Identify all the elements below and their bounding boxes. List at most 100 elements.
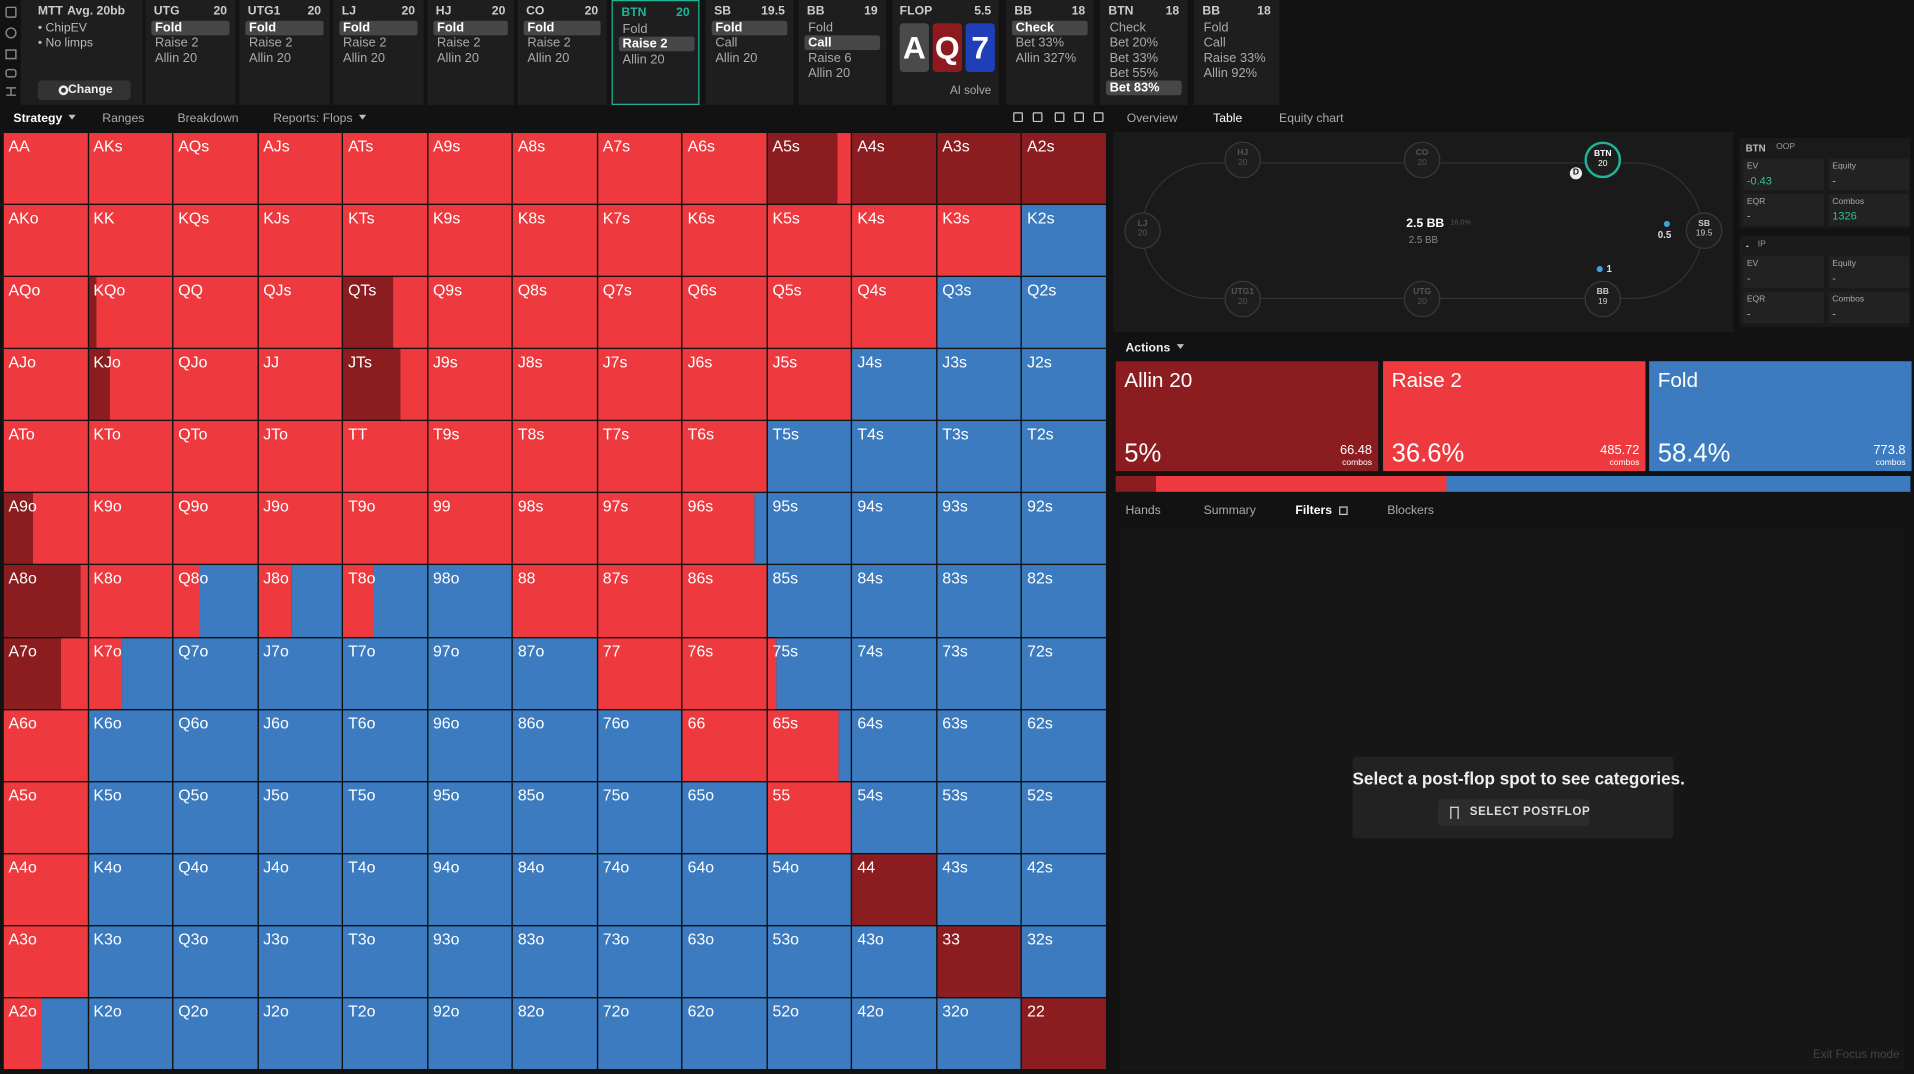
hand-cell[interactable]: AKo bbox=[3, 205, 88, 276]
node-action[interactable]: Bet 33% bbox=[1015, 35, 1065, 51]
hand-cell[interactable]: 62s bbox=[1022, 709, 1106, 781]
hand-cell[interactable]: QTs bbox=[343, 277, 427, 349]
node-action[interactable]: Fold bbox=[433, 20, 508, 36]
hand-cell[interactable]: K7o bbox=[88, 637, 173, 709]
view-icon[interactable] bbox=[1032, 112, 1043, 123]
hand-cell[interactable]: 33 bbox=[937, 926, 1022, 997]
hand-cell[interactable]: JTs bbox=[343, 349, 427, 421]
hand-cell[interactable]: QQ bbox=[173, 277, 258, 349]
hand-cell[interactable]: 65o bbox=[682, 781, 767, 853]
hand-cell[interactable]: J9o bbox=[258, 493, 342, 565]
hand-cell[interactable]: A7o bbox=[3, 637, 88, 709]
node-action[interactable]: Fold bbox=[245, 20, 324, 36]
hand-cell[interactable]: 53s bbox=[937, 781, 1022, 853]
view-icon[interactable] bbox=[1054, 112, 1065, 123]
hand-cell[interactable]: AKs bbox=[88, 133, 173, 204]
hand-cell[interactable]: K6s bbox=[682, 205, 767, 276]
hand-cell[interactable]: 75o bbox=[597, 781, 682, 853]
hand-cell[interactable]: J6o bbox=[258, 709, 342, 781]
hand-cell[interactable]: A2s bbox=[1022, 133, 1106, 204]
hand-cell[interactable]: K9s bbox=[428, 205, 512, 276]
hand-cell[interactable]: 43o bbox=[852, 926, 937, 997]
hand-cell[interactable]: QJs bbox=[258, 277, 342, 349]
seat[interactable]: UTG1 20 bbox=[1224, 280, 1261, 318]
hand-cell[interactable]: AJs bbox=[258, 133, 342, 204]
action-card[interactable]: Raise 2 36.6% 485.72 combos bbox=[1383, 361, 1646, 472]
hand-cell[interactable]: 64s bbox=[852, 709, 937, 781]
hand-cell[interactable]: KTo bbox=[88, 421, 173, 493]
node-action[interactable]: Fold bbox=[711, 20, 788, 36]
hand-cell[interactable]: 86o bbox=[512, 709, 597, 781]
hand-cell[interactable]: 97s bbox=[597, 493, 682, 565]
node-column[interactable]: CO 20 Fold Raise 2 Allin 20 bbox=[517, 0, 607, 105]
hand-cell[interactable]: 97o bbox=[428, 637, 512, 709]
hand-cell[interactable]: 94s bbox=[852, 493, 937, 565]
hand-cell[interactable]: 84o bbox=[512, 853, 597, 925]
node-action[interactable]: Fold bbox=[339, 20, 418, 36]
hand-cell[interactable]: T9o bbox=[343, 493, 427, 565]
node-action[interactable]: Bet 20% bbox=[1109, 35, 1159, 51]
seat[interactable]: CO 20 bbox=[1403, 141, 1441, 179]
node-action[interactable]: Bet 33% bbox=[1109, 50, 1159, 66]
hand-cell[interactable]: T5o bbox=[343, 781, 427, 853]
node-column[interactable]: HJ 20 Fold Raise 2 Allin 20 bbox=[427, 0, 514, 105]
hand-cell[interactable]: K9o bbox=[88, 493, 173, 565]
node-column[interactable]: UTG 20 Fold Raise 2 Allin 20 bbox=[145, 0, 236, 105]
hand-cell[interactable]: A9o bbox=[3, 493, 88, 565]
node-action[interactable]: Raise 2 bbox=[437, 35, 481, 51]
node-column[interactable]: SB 19.5 Fold Call Allin 20 bbox=[705, 0, 794, 105]
hand-cell[interactable]: TT bbox=[343, 421, 427, 493]
hand-cell[interactable]: Q8o bbox=[173, 565, 258, 637]
hand-cell[interactable]: Q5o bbox=[173, 781, 258, 853]
hand-cell[interactable]: 76o bbox=[597, 709, 682, 781]
hand-cell[interactable]: A6s bbox=[682, 133, 767, 204]
node-action[interactable]: Raise 2 bbox=[527, 35, 571, 51]
hand-cell[interactable]: 52s bbox=[1022, 781, 1106, 853]
hand-cell[interactable]: 44 bbox=[852, 853, 937, 925]
hand-cell[interactable]: QJo bbox=[173, 349, 258, 421]
hand-cell[interactable]: QTo bbox=[173, 421, 258, 493]
hand-cell[interactable]: 82o bbox=[512, 998, 597, 1070]
hand-cell[interactable]: 63o bbox=[682, 926, 767, 997]
hand-cell[interactable]: J7o bbox=[258, 637, 342, 709]
hand-cell[interactable]: 94o bbox=[428, 853, 512, 925]
node-action[interactable]: Fold bbox=[808, 20, 834, 36]
node-action[interactable]: Call bbox=[804, 35, 881, 51]
seat[interactable]: LJ 20 bbox=[1124, 212, 1161, 249]
hand-cell[interactable]: 77 bbox=[597, 637, 682, 709]
hand-cell[interactable]: 88 bbox=[512, 565, 597, 637]
hand-cell[interactable]: Q8s bbox=[512, 277, 597, 349]
hand-cell[interactable]: AQo bbox=[3, 277, 88, 349]
hand-cell[interactable]: 93s bbox=[937, 493, 1022, 565]
node-action[interactable]: Fold bbox=[523, 20, 601, 36]
hand-cell[interactable]: J4s bbox=[852, 349, 937, 421]
view-icon[interactable] bbox=[1074, 112, 1084, 123]
hand-cell[interactable]: KJo bbox=[88, 349, 173, 421]
hand-cell[interactable]: 52o bbox=[767, 998, 852, 1070]
hand-cell[interactable]: A7s bbox=[597, 133, 682, 204]
hand-cell[interactable]: K2o bbox=[88, 998, 173, 1070]
hand-cell[interactable]: K7s bbox=[597, 205, 682, 276]
node-action[interactable]: Allin 20 bbox=[527, 50, 570, 66]
hand-cell[interactable]: K8s bbox=[512, 205, 597, 276]
hand-cell[interactable]: A8s bbox=[512, 133, 597, 204]
hand-cell[interactable]: A9s bbox=[428, 133, 512, 204]
panel-tab[interactable]: Table bbox=[1213, 112, 1243, 126]
ai-solve[interactable]: AI solve bbox=[949, 84, 992, 98]
node-action[interactable]: Allin 20 bbox=[437, 50, 480, 66]
hand-cell[interactable]: A2o bbox=[3, 998, 88, 1070]
hand-cell[interactable]: 74s bbox=[852, 637, 937, 709]
hand-cell[interactable]: Q9s bbox=[428, 277, 512, 349]
hand-cell[interactable]: K2s bbox=[1022, 205, 1106, 276]
hand-cell[interactable]: J5s bbox=[767, 349, 852, 421]
hand-cell[interactable]: J4o bbox=[258, 853, 342, 925]
hand-cell[interactable]: 98s bbox=[512, 493, 597, 565]
hand-cell[interactable]: KQo bbox=[88, 277, 173, 349]
panel-tab[interactable]: Equity chart bbox=[1279, 112, 1344, 126]
hand-cell[interactable]: Q2o bbox=[173, 998, 258, 1070]
hand-cell[interactable]: A5s bbox=[767, 133, 852, 204]
hand-cell[interactable]: T6o bbox=[343, 709, 427, 781]
hand-cell[interactable]: 76s bbox=[682, 637, 767, 709]
hand-cell[interactable]: K5s bbox=[767, 205, 852, 276]
view-icon[interactable] bbox=[1093, 112, 1104, 123]
